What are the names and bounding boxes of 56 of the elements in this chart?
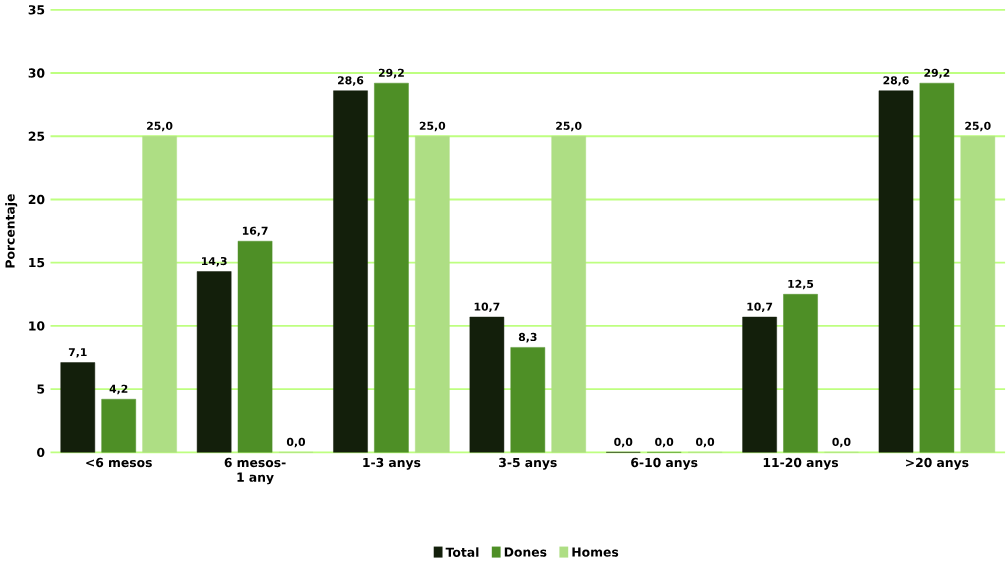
bar <box>551 135 586 453</box>
bar <box>237 240 273 453</box>
data-label: 25,0 <box>556 121 582 132</box>
x-tick-label: 3-5 anys <box>499 457 557 470</box>
data-label: 10,7 <box>747 302 773 312</box>
y-tick-label: 20 <box>28 194 45 205</box>
data-label: 25,0 <box>147 121 173 132</box>
data-label: 0,0 <box>655 437 674 448</box>
bar <box>510 347 546 453</box>
bar <box>142 135 177 453</box>
data-label: 0,0 <box>696 437 715 448</box>
y-tick-label: 5 <box>37 384 45 394</box>
bar <box>101 398 136 453</box>
y-axis-title: Porcentaje <box>5 194 18 268</box>
y-tick-label: 25 <box>28 131 45 141</box>
bar <box>415 135 450 453</box>
legend-label: Dones <box>504 547 547 557</box>
data-label: 14,3 <box>202 256 227 267</box>
data-label: 0,0 <box>832 437 851 448</box>
y-tick-label: 15 <box>29 257 45 268</box>
data-label: 25,0 <box>419 121 446 132</box>
bar <box>960 135 996 453</box>
bar <box>60 362 96 453</box>
y-tick-label: 0 <box>37 447 45 457</box>
bar <box>783 293 818 453</box>
data-label: 29,2 <box>924 68 950 79</box>
x-tick-label: <6 mesos <box>86 457 152 468</box>
data-label: 4,2 <box>109 384 128 395</box>
x-tick-label: >20 anys <box>906 457 969 470</box>
data-label: 7,1 <box>68 348 87 358</box>
bar <box>374 82 409 453</box>
legend-label: Total <box>445 547 479 557</box>
data-label: 12,5 <box>788 279 814 290</box>
bar <box>333 90 368 453</box>
y-tick-label: 35 <box>28 5 45 15</box>
data-label: 28,6 <box>338 76 364 86</box>
bar <box>878 90 914 453</box>
data-label: 10,7 <box>474 302 500 312</box>
x-tick-label: 6 mesos-1 any <box>224 457 286 485</box>
x-tick-label: 1-3 anys <box>363 457 421 470</box>
y-tick-label: 10 <box>29 321 45 331</box>
x-tick-label: 6-10 anys <box>631 457 698 470</box>
data-label: 29,2 <box>378 68 404 79</box>
bar <box>919 82 955 453</box>
legend-label: Homes <box>572 547 619 557</box>
data-label: 25,0 <box>965 121 991 132</box>
y-tick-label: 30 <box>28 68 45 78</box>
data-label: 8,3 <box>518 332 537 343</box>
data-label: 28,6 <box>883 76 909 86</box>
data-label: 16,7 <box>242 226 268 237</box>
bar <box>742 316 777 453</box>
data-label: 0,0 <box>286 437 306 448</box>
x-tick-label: 11-20 anys <box>763 457 839 470</box>
data-label: 0,0 <box>614 437 633 448</box>
bar <box>469 316 505 453</box>
bar <box>196 271 232 453</box>
